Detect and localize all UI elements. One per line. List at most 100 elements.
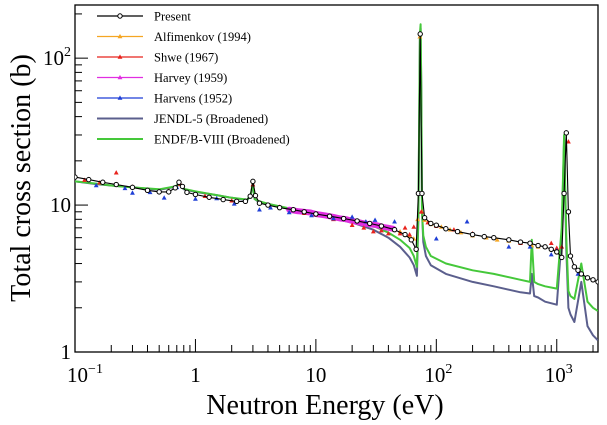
data-point: [113, 170, 119, 175]
data-point: [565, 209, 572, 215]
tick-label: 10: [305, 363, 326, 387]
data-point: [559, 254, 565, 261]
data-point: [595, 279, 598, 285]
data-point: [122, 185, 128, 191]
data-point: [268, 205, 273, 210]
data-point: [129, 184, 136, 191]
data-point: [372, 217, 378, 222]
data-point: [575, 267, 581, 273]
data-point: [566, 139, 571, 144]
data-point: [491, 234, 497, 241]
y-axis-title: Total cross section (b): [6, 54, 37, 302]
data-point: [349, 214, 355, 219]
data-point: [93, 182, 99, 188]
legend-item: Harvey (1959): [97, 71, 227, 85]
data-point: [494, 237, 500, 242]
data-point: [418, 209, 424, 214]
data-point: [161, 195, 167, 200]
data-point: [402, 225, 408, 230]
legend-item: Shwe (1967): [97, 51, 218, 65]
data-point: [247, 193, 253, 199]
data-point: [397, 230, 403, 236]
data-point: [421, 215, 428, 221]
data-point: [584, 275, 591, 281]
data-point: [331, 215, 336, 221]
data-point: [256, 200, 263, 206]
data-point: [548, 252, 554, 257]
data-point: [309, 212, 314, 218]
series-layer: [75, 23, 598, 342]
data-point: [349, 222, 355, 227]
data-point: [340, 215, 347, 222]
legend-marker: [117, 95, 123, 100]
legend-label: JENDL-5 (Broadened): [154, 112, 268, 126]
legend-item: ENDF/B-VIII (Broadened): [97, 133, 290, 147]
data-point: [535, 242, 541, 249]
data-point: [527, 240, 533, 246]
data-point: [250, 178, 256, 185]
data-point: [548, 246, 554, 253]
data-point: [100, 179, 106, 185]
x-axis-title: Neutron Energy (eV): [206, 390, 443, 421]
data-point: [156, 189, 162, 195]
data-point: [419, 190, 425, 197]
data-point: [166, 189, 172, 195]
data-point: [147, 189, 153, 195]
data-point: [433, 222, 440, 228]
data-point: [326, 213, 333, 219]
data-point: [179, 183, 186, 190]
data-point: [413, 246, 419, 253]
data-point: [313, 211, 319, 217]
data-point: [554, 245, 560, 250]
data-point: [563, 130, 569, 136]
data-point: [370, 228, 376, 234]
legend-label: Harvey (1959): [154, 71, 227, 85]
legend-item: Harvens (1952): [97, 92, 232, 106]
x-axis-ticks: 10−1 1 10 102 103: [67, 339, 594, 387]
series-present: [75, 31, 598, 285]
data-point: [417, 31, 423, 37]
data-point: [257, 207, 262, 212]
data-point: [192, 191, 199, 198]
data-point: [193, 196, 198, 201]
legend-marker: [117, 54, 123, 59]
data-point: [506, 237, 512, 243]
data-point: [481, 233, 487, 240]
data-point: [144, 187, 151, 194]
data-point: [378, 223, 385, 229]
data-point: [411, 224, 417, 229]
legend-item: Alfimenkov (1994): [97, 30, 251, 44]
data-point: [361, 225, 367, 230]
data-point: [392, 219, 397, 224]
data-point: [130, 190, 135, 195]
legend-item: Present: [97, 10, 191, 24]
legend-label: Shwe (1967): [154, 51, 218, 65]
data-point: [561, 190, 567, 197]
data-point: [433, 236, 439, 241]
legend-marker: [117, 33, 123, 39]
tick-label: 102: [43, 45, 71, 70]
data-point: [75, 174, 78, 180]
data-point: [517, 239, 524, 245]
data-point: [276, 204, 283, 211]
data-point: [233, 198, 240, 205]
data-point: [567, 253, 574, 259]
data-point: [428, 220, 434, 227]
legend-label: Harvens (1952): [154, 92, 232, 106]
tick-label: 103: [545, 362, 573, 387]
series-line-present: [75, 33, 598, 283]
data-point: [176, 179, 182, 185]
plot-frame: [74, 4, 599, 353]
data-point: [252, 192, 259, 199]
legend-marker: [117, 13, 123, 19]
data-point: [286, 209, 292, 215]
legend-label: Present: [154, 10, 191, 24]
data-point: [527, 244, 533, 249]
data-point: [113, 181, 119, 188]
data-point: [407, 231, 412, 237]
data-point: [408, 237, 415, 243]
tick-label: 10−1: [67, 362, 103, 387]
data-point: [542, 244, 548, 250]
data-point: [402, 231, 408, 238]
